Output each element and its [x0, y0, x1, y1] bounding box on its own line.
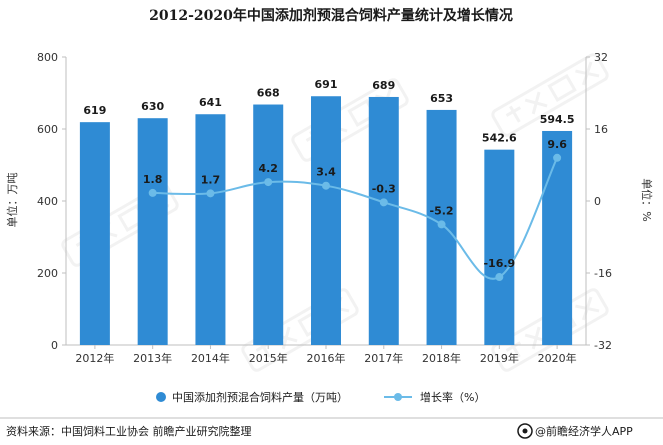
right-axis: -32 -16 0 16 32 [585, 51, 612, 352]
legend-bar-label: 中国添加剂预混合饲料产量（万吨） [172, 390, 348, 404]
legend-line-label: 增长率（%） [420, 390, 485, 404]
y-right-tick-label: 16 [594, 123, 608, 136]
y-left-tick-label: 800 [37, 51, 58, 64]
bar [79, 122, 110, 345]
line-value-label: 1.8 [143, 173, 163, 186]
bar-value-label: 668 [257, 87, 280, 100]
line-value-label: -5.2 [430, 204, 454, 217]
y-right-tick-label: 0 [594, 195, 601, 208]
bar-value-label: 619 [83, 104, 106, 117]
watermark-logo-icon [241, 288, 359, 372]
bar [137, 118, 168, 345]
left-axis: 0 200 400 600 800 [37, 51, 67, 352]
bar-value-label: 653 [430, 92, 453, 105]
legend-bar-marker-icon [156, 392, 166, 402]
x-tick-label: 2016年 [307, 351, 346, 365]
bar [311, 96, 341, 346]
y-left-axis-label: 单位：万吨 [5, 173, 19, 228]
line-point [322, 181, 330, 190]
line-point [379, 198, 388, 207]
line-value-label: 1.7 [201, 173, 221, 186]
line-value-label: -16.9 [483, 257, 515, 270]
y-right-axis-label: 单位：% [640, 178, 654, 221]
line-point [495, 273, 504, 282]
line-point [437, 220, 446, 229]
x-tick-label: 2017年 [364, 351, 403, 365]
y-left-tick-label: 600 [37, 123, 58, 136]
qianzhan-logo-icon [517, 423, 533, 439]
x-tick-label: 2014年 [191, 351, 230, 365]
y-left-tick-label: 400 [37, 195, 58, 208]
watermark-logo-icon [491, 53, 609, 137]
bar [368, 96, 399, 346]
x-tick-label: 2020年 [538, 351, 577, 365]
y-right-tick-label: -32 [594, 339, 612, 352]
bar [542, 130, 573, 345]
x-tick-label: 2018年 [422, 351, 461, 365]
line-point [264, 178, 273, 187]
footer-source: 资料来源：中国饲料工业协会 前瞻产业研究院整理 [6, 424, 252, 438]
line-value-label: 9.6 [547, 138, 567, 151]
y-right-tick-label: 32 [594, 51, 608, 64]
bar-value-label: 689 [372, 79, 395, 92]
line-value-label: -0.3 [372, 182, 396, 195]
y-left-tick-label: 0 [51, 339, 58, 352]
line-value-label: 4.2 [258, 162, 278, 175]
bar [253, 104, 284, 346]
bar-value-label: 630 [141, 100, 164, 113]
chart-title: 2012-2020年中国添加剂预混合饲料产量统计及增长情况 [149, 7, 513, 24]
line-point [206, 189, 215, 198]
bar-series [79, 96, 573, 346]
legend-line-marker-icon [384, 393, 412, 401]
bar [195, 114, 226, 346]
bar [484, 149, 515, 345]
bar-value-label: 691 [315, 78, 338, 91]
x-tick-label: 2019年 [480, 351, 519, 365]
data-labels: 619 630 641 668 691 689 653 542.6 594.5 1.8 1.7 4.2… [83, 78, 574, 270]
legend: 中国添加剂预混合饲料产量（万吨） 增长率（%） [156, 390, 485, 404]
y-right-tick-label: -16 [594, 267, 612, 280]
line-series [148, 153, 562, 282]
x-tick-label: 2013年 [133, 351, 172, 365]
bar-value-label: 542.6 [482, 132, 517, 145]
line-value-label: 3.4 [316, 166, 336, 179]
line-point [148, 188, 157, 197]
y-left-tick-label: 200 [37, 267, 58, 280]
bar-value-label: 641 [199, 96, 222, 109]
footer-brand: @前瞻经济学人APP [535, 424, 633, 438]
bar-value-label: 594.5 [540, 113, 575, 126]
x-tick-label: 2015年 [249, 351, 288, 365]
line-point [553, 153, 562, 162]
x-tick-label: 2012年 [75, 351, 114, 365]
